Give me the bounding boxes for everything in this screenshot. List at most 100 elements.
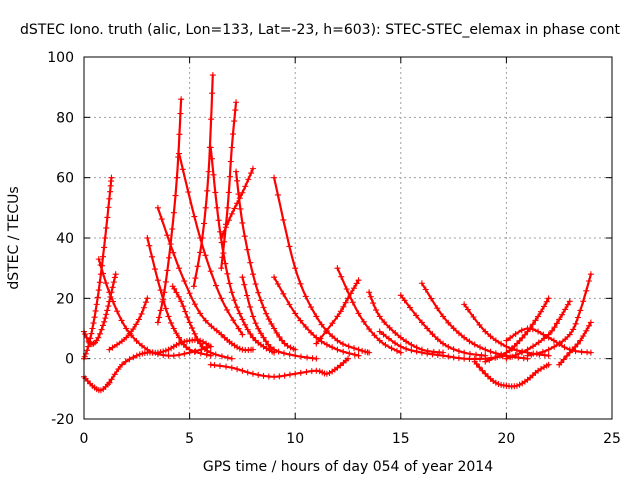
data-point [370, 300, 377, 307]
data-point [244, 326, 251, 333]
data-point [308, 304, 315, 311]
data-point [239, 219, 246, 226]
data-point [194, 263, 201, 270]
data-point [530, 343, 537, 350]
data-point [228, 289, 235, 296]
data-point [578, 348, 585, 355]
data-point [392, 340, 399, 347]
data-point [202, 252, 209, 259]
data-point [524, 346, 531, 353]
data-point [169, 225, 176, 232]
data-point [313, 313, 320, 320]
data-point [503, 349, 510, 356]
data-point [286, 351, 293, 358]
data-point [217, 228, 224, 235]
data-point [407, 304, 414, 311]
data-point [257, 297, 264, 304]
data-point [126, 330, 133, 337]
data-point [249, 271, 256, 278]
data-point [100, 322, 107, 329]
data-point [170, 209, 177, 216]
series-arc-32 [556, 319, 594, 368]
data-point [226, 173, 233, 180]
data-point [351, 345, 358, 352]
data-point [260, 304, 267, 311]
data-point [154, 204, 161, 211]
data-point [551, 324, 558, 331]
data-point [164, 232, 171, 239]
data-point [318, 338, 325, 345]
data-point [244, 246, 251, 253]
data-point [308, 329, 315, 336]
data-point [87, 335, 94, 342]
data-point [112, 271, 119, 278]
data-point [440, 352, 447, 359]
data-point [313, 355, 320, 362]
data-point [413, 312, 420, 319]
data-point [157, 307, 164, 314]
data-point [218, 331, 225, 338]
data-point [176, 150, 183, 157]
x-tick-label: 10 [286, 431, 304, 447]
data-point [199, 235, 206, 241]
data-point [556, 340, 563, 347]
data-point [234, 177, 241, 184]
data-point [550, 337, 557, 344]
data-point [263, 310, 270, 317]
data-point [158, 216, 165, 223]
data-point [235, 325, 242, 332]
data-point [403, 338, 410, 345]
data-point [133, 337, 140, 344]
data-point [202, 317, 209, 324]
series-arc-15 [233, 168, 299, 353]
data-point [255, 371, 262, 378]
y-tick-label: 80 [56, 110, 74, 126]
data-point [184, 314, 191, 321]
data-point [558, 359, 565, 366]
data-point [212, 351, 219, 358]
data-point [170, 325, 177, 332]
data-point [83, 334, 90, 341]
data-point [316, 368, 323, 375]
data-point [587, 349, 594, 356]
data-point [570, 326, 577, 333]
data-point [162, 347, 169, 354]
data-point [249, 334, 256, 341]
data-point [221, 238, 228, 245]
data-point [223, 363, 230, 370]
data-point [178, 338, 185, 345]
data-point [512, 352, 519, 359]
data-point [440, 313, 447, 320]
data-point [162, 305, 169, 312]
data-point [173, 174, 180, 181]
data-point [574, 341, 581, 348]
data-point [397, 349, 404, 356]
data-point [157, 349, 164, 356]
data-point [397, 334, 404, 341]
y-tick-label: 20 [56, 291, 74, 307]
data-point [482, 370, 489, 377]
data-point [429, 351, 436, 358]
data-point [479, 367, 486, 374]
data-point [286, 301, 293, 308]
data-point [492, 379, 499, 386]
x-tick-label: 20 [497, 431, 515, 447]
data-point [271, 174, 278, 181]
y-tick-label: 100 [47, 50, 74, 66]
data-point [111, 371, 118, 378]
data-point [232, 107, 239, 114]
data-point [292, 346, 299, 353]
x-axis-title: GPS time / hours of day 054 of year 2014 [203, 459, 493, 475]
data-point [408, 341, 415, 348]
data-point [524, 325, 531, 332]
data-point [106, 289, 113, 296]
data-point [197, 310, 204, 317]
data-point [539, 348, 546, 355]
series-arc-12 [190, 72, 216, 290]
data-point [255, 289, 262, 296]
data-point [366, 289, 373, 296]
data-point [349, 299, 356, 306]
data-point [102, 235, 109, 241]
data-point [136, 351, 143, 358]
data-point [209, 90, 216, 97]
